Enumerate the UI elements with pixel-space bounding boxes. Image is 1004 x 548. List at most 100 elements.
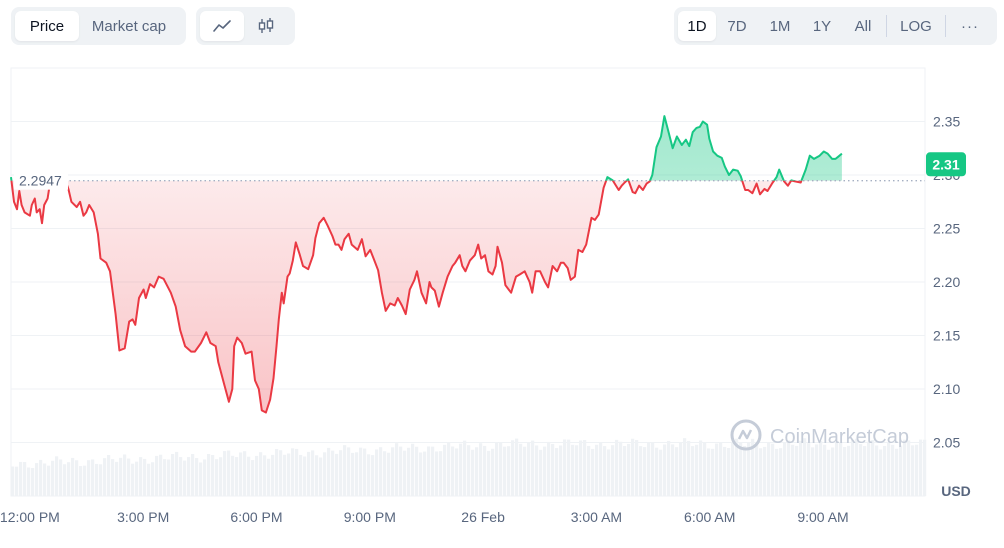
volume-bar bbox=[739, 442, 743, 496]
volume-bar bbox=[423, 451, 427, 496]
volume-bar bbox=[515, 438, 519, 496]
candlestick-chart-button[interactable] bbox=[244, 11, 288, 41]
volume-bar bbox=[331, 450, 335, 496]
volume-bar bbox=[847, 445, 851, 496]
volume-bar bbox=[547, 441, 551, 496]
volume-bar bbox=[775, 448, 779, 496]
volume-bar bbox=[835, 441, 839, 496]
volume-bar bbox=[875, 445, 879, 496]
volume-bar bbox=[563, 439, 567, 496]
volume-bar bbox=[619, 441, 623, 496]
range-1y-button[interactable]: 1Y bbox=[812, 17, 832, 35]
volume-bar bbox=[795, 445, 799, 496]
volume-bar bbox=[251, 460, 255, 496]
price-line-below bbox=[10, 180, 803, 414]
volume-bar bbox=[395, 443, 399, 496]
y-tick-label: 2.25 bbox=[933, 221, 960, 237]
volume-bar bbox=[779, 448, 783, 496]
volume-bar bbox=[771, 443, 775, 496]
volume-bar bbox=[603, 446, 607, 496]
volume-bar bbox=[91, 459, 95, 496]
volume-bar bbox=[719, 442, 723, 496]
x-tick-label: 9:00 AM bbox=[797, 509, 848, 525]
volume-bar bbox=[367, 454, 371, 496]
volume-bar bbox=[703, 442, 707, 496]
range-1m-button[interactable]: 1M bbox=[769, 17, 791, 35]
volume-bar bbox=[519, 443, 523, 496]
volume-bar bbox=[195, 458, 199, 496]
reference-value-label: 2.2947 bbox=[19, 173, 62, 189]
volume-bar bbox=[179, 457, 183, 496]
volume-bar bbox=[107, 455, 111, 496]
more-options-button[interactable]: ··· bbox=[961, 17, 979, 35]
volume-bar bbox=[471, 449, 475, 496]
volume-bar bbox=[39, 459, 43, 496]
volume-bar bbox=[71, 457, 75, 496]
volume-bar bbox=[63, 464, 67, 496]
volume-bar bbox=[859, 444, 863, 496]
volume-bar bbox=[23, 461, 27, 496]
volume-bar bbox=[159, 454, 163, 496]
volume-bar bbox=[451, 446, 455, 496]
volume-bar bbox=[751, 438, 755, 496]
volume-bar bbox=[131, 463, 135, 496]
volume-bar bbox=[499, 442, 503, 496]
volume-bar bbox=[299, 454, 303, 496]
metric-toggle: Price Market cap bbox=[11, 7, 186, 45]
market-cap-tab[interactable]: Market cap bbox=[91, 17, 167, 35]
volume-bar bbox=[595, 444, 599, 496]
volume-bar bbox=[223, 451, 227, 496]
volume-bar bbox=[219, 457, 223, 496]
volume-bar bbox=[147, 463, 151, 496]
volume-bar bbox=[263, 455, 267, 496]
log-scale-button[interactable]: LOG bbox=[900, 17, 932, 35]
volume-bar bbox=[271, 454, 275, 496]
volume-bar bbox=[851, 439, 855, 496]
volume-bar bbox=[99, 464, 103, 496]
area-fill-above bbox=[11, 116, 842, 181]
volume-bar bbox=[415, 446, 419, 496]
volume-bar bbox=[155, 455, 159, 496]
range-7d-button[interactable]: 7D bbox=[727, 17, 747, 35]
line-chart-icon bbox=[213, 20, 231, 32]
watermark-text: CoinMarketCap bbox=[770, 426, 909, 448]
volume-bar bbox=[115, 461, 119, 496]
volume-bar bbox=[919, 439, 923, 496]
volume-bar bbox=[507, 446, 511, 496]
volume-bar bbox=[767, 442, 771, 496]
volume-bar bbox=[255, 455, 259, 496]
volume-bar bbox=[735, 438, 739, 496]
volume-bar bbox=[403, 450, 407, 496]
volume-bar bbox=[523, 446, 527, 496]
volume-bar bbox=[511, 440, 515, 496]
volume-bar bbox=[675, 447, 679, 496]
volume-bar bbox=[639, 446, 643, 496]
range-all-button[interactable]: All bbox=[854, 17, 872, 35]
line-chart-button[interactable] bbox=[200, 11, 244, 41]
x-tick-label: 3:00 PM bbox=[117, 509, 169, 525]
volume-bar bbox=[487, 450, 491, 496]
volume-bar bbox=[35, 463, 39, 496]
volume-bar bbox=[567, 439, 571, 496]
volume-bar bbox=[683, 438, 687, 496]
volume-bar bbox=[11, 466, 15, 496]
volume-bar bbox=[443, 444, 447, 496]
volume-bar bbox=[615, 439, 619, 496]
currency-label: USD bbox=[941, 483, 971, 499]
volume-bar bbox=[171, 454, 175, 496]
volume-bar bbox=[731, 442, 735, 496]
volume-bar bbox=[31, 468, 35, 496]
volume-bar bbox=[199, 462, 203, 496]
x-tick-label: 26 Feb bbox=[461, 509, 505, 525]
volume-bar bbox=[763, 446, 767, 496]
volume-bar bbox=[891, 444, 895, 496]
volume-bar bbox=[631, 438, 635, 496]
volume-bar bbox=[723, 446, 727, 496]
volume-bar bbox=[363, 448, 367, 496]
range-1d-button[interactable]: 1D bbox=[678, 11, 716, 41]
volume-bar bbox=[915, 444, 919, 496]
price-tab[interactable]: Price bbox=[15, 11, 79, 41]
y-tick-label: 2.15 bbox=[933, 328, 960, 344]
volume-bar bbox=[387, 452, 391, 496]
